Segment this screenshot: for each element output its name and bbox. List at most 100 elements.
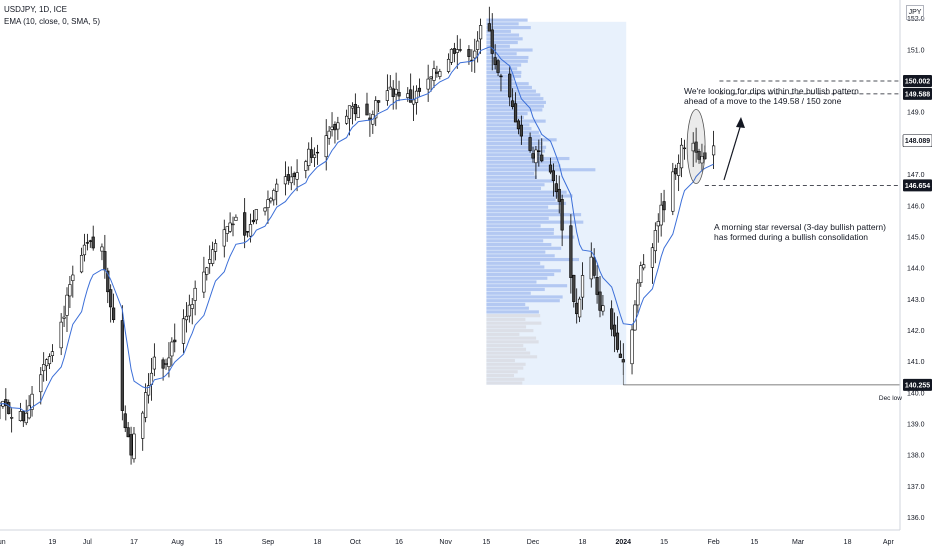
volume-profile-bar xyxy=(486,284,568,288)
volume-profile-bar xyxy=(486,190,567,194)
currency-box[interactable]: JPY xyxy=(906,5,924,20)
candle xyxy=(601,305,605,312)
candle xyxy=(65,294,69,316)
volume-profile-bar xyxy=(486,362,526,366)
y-tick-label: 145.0 xyxy=(907,234,925,241)
candle xyxy=(496,60,500,73)
candle xyxy=(181,318,186,344)
x-tick-label: 15 xyxy=(483,539,491,546)
candle xyxy=(106,270,110,293)
volume-profile-bar xyxy=(486,171,535,176)
volume-profile-bar xyxy=(486,272,555,277)
candle xyxy=(248,224,253,237)
volume-profile-bar xyxy=(486,276,548,280)
candle xyxy=(595,277,599,295)
candle xyxy=(575,302,579,315)
x-tick-label: Mar xyxy=(792,539,805,546)
candle xyxy=(193,287,197,301)
candle xyxy=(295,172,299,180)
candle xyxy=(307,148,311,166)
candle xyxy=(391,88,395,97)
bottom-annotation: A morning star reversal (3-day bullish p… xyxy=(714,222,886,242)
x-tick-label: Apr xyxy=(883,539,895,546)
volume-profile-bar xyxy=(486,347,527,351)
candle xyxy=(228,222,232,232)
volume-profile-bar xyxy=(486,351,531,355)
candle xyxy=(432,68,436,81)
volume-profile-bar xyxy=(486,287,545,292)
y-tick-label: 136.0 xyxy=(907,515,925,522)
volume-profile-bar xyxy=(486,74,522,78)
bottom-annotation-line-1: A morning star reversal (3-day bullish p… xyxy=(714,222,886,232)
volume-profile-bar xyxy=(486,340,539,344)
candle xyxy=(560,199,564,231)
candle xyxy=(578,298,582,318)
x-tick-label: Feb xyxy=(708,539,720,546)
candle xyxy=(251,219,255,223)
candle xyxy=(315,151,320,154)
candle xyxy=(45,359,49,367)
candle xyxy=(85,242,89,244)
x-tick-label: 18 xyxy=(844,539,852,546)
volume-profile-bar xyxy=(486,55,529,60)
x-tick-label: 18 xyxy=(314,539,322,546)
volume-profile-bar xyxy=(486,269,561,273)
candle xyxy=(327,130,331,139)
candle xyxy=(141,412,145,439)
candle xyxy=(557,188,561,202)
volume-profile-bar xyxy=(486,261,541,265)
volume-profile-bar xyxy=(486,344,524,348)
volume-profile-bar xyxy=(486,228,555,232)
y-tick-label: 143.0 xyxy=(907,297,925,304)
volume-profile-bar xyxy=(486,52,517,56)
x-tick-label: 15 xyxy=(215,539,223,546)
candle xyxy=(103,251,107,271)
price-label: 150.002 xyxy=(905,78,930,85)
dec-low-label: Dec low xyxy=(878,395,902,402)
volume-profile-bar xyxy=(486,366,524,370)
volume-profile-bar xyxy=(486,213,582,217)
candle xyxy=(642,264,646,269)
candle xyxy=(452,48,456,54)
x-tick-label: 2024 xyxy=(616,539,632,546)
x-tick-label: Nov xyxy=(439,539,452,546)
candle xyxy=(493,57,497,65)
candle xyxy=(100,246,104,252)
volume-profile-bar xyxy=(486,26,531,30)
candle xyxy=(184,315,189,321)
candle xyxy=(537,150,541,152)
candle xyxy=(222,229,226,247)
volume-profile-bar xyxy=(486,186,541,191)
x-tick-label: Aug xyxy=(171,539,184,546)
candle xyxy=(551,170,555,182)
y-tick-label: 151.0 xyxy=(907,47,925,54)
volume-profile-bar xyxy=(486,93,541,97)
candle xyxy=(330,126,334,130)
volume-profile-bar xyxy=(486,149,546,153)
candle xyxy=(30,393,34,410)
volume-profile-bar xyxy=(486,302,526,307)
candle xyxy=(129,434,133,456)
symbol-title[interactable]: USDJPY, 1D, ICE xyxy=(4,5,67,14)
candle xyxy=(455,49,459,53)
candle xyxy=(39,374,43,393)
candle xyxy=(333,124,337,131)
candle xyxy=(211,249,215,264)
volume-profile-bar xyxy=(486,37,523,41)
candle xyxy=(167,357,171,368)
volume-profile-bar xyxy=(486,183,545,187)
y-tick-label: 146.0 xyxy=(907,203,925,210)
volume-profile-bar xyxy=(486,291,531,295)
indicator-label[interactable]: EMA (10, close, 0, SMA, 5) xyxy=(4,17,101,26)
candle xyxy=(266,199,270,208)
candle xyxy=(438,71,442,77)
candle xyxy=(254,209,258,221)
arrow-head xyxy=(736,117,745,128)
candle xyxy=(289,176,293,184)
candle xyxy=(91,236,95,249)
candle xyxy=(467,49,471,57)
volume-profile-bar xyxy=(486,29,511,33)
candle xyxy=(345,115,349,124)
volume-profile-bar xyxy=(486,336,537,340)
